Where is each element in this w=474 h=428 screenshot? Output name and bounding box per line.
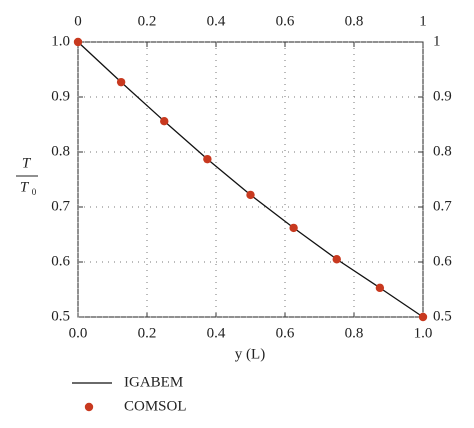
y2-tick-label: 0.5: [433, 308, 452, 324]
plot-frame: [77, 41, 424, 318]
series-point: [289, 223, 298, 233]
x2-tick-label: 0.2: [138, 13, 157, 29]
y-tick-label: 0.8: [51, 143, 70, 159]
y-label-subscript: 0: [32, 187, 37, 197]
x2-tick-label: 0.8: [345, 13, 364, 29]
x-tick-label: 0.8: [345, 325, 364, 341]
series-line: [77, 41, 424, 318]
y-tick-label: 0.7: [51, 198, 70, 214]
legend-label: COMSOL: [124, 398, 187, 414]
y-tick-label: 0.6: [51, 253, 70, 269]
series-point: [418, 312, 428, 322]
x-tick-label: 0.4: [207, 325, 226, 341]
legend-marker: [84, 402, 94, 412]
y2-tick-label: 0.9: [433, 88, 452, 104]
series-point: [160, 117, 169, 126]
series-point: [73, 37, 83, 47]
y-tick-label: 0.5: [51, 308, 70, 324]
x-tick-label: 1.0: [414, 325, 433, 341]
series-point: [246, 190, 255, 200]
series-point: [116, 77, 126, 87]
y-tick-label: 0.9: [51, 88, 70, 104]
y-label-numerator: T: [22, 155, 32, 171]
legend-label: IGABEM: [124, 374, 183, 390]
x-axis-label: y (L): [235, 346, 265, 362]
series-point: [203, 154, 212, 164]
x2-tick-label: 0.4: [207, 13, 226, 29]
x2-tick-label: 1: [419, 13, 427, 29]
y2-tick-label: 0.6: [433, 253, 452, 269]
y-tick-label: 1.0: [51, 33, 70, 49]
x-tick-label: 0.6: [276, 325, 295, 341]
y2-tick-label: 1: [433, 33, 441, 49]
x2-tick-label: 0: [74, 13, 82, 29]
x-tick-label: 0.2: [138, 325, 157, 341]
x2-tick-label: 0.6: [276, 13, 295, 29]
series-point: [375, 283, 385, 293]
y-label-denominator: T: [20, 179, 30, 195]
series-point: [332, 255, 341, 264]
y2-tick-label: 0.8: [433, 143, 452, 159]
x-tick-label: 0.0: [69, 325, 88, 341]
y2-tick-label: 0.7: [433, 198, 452, 214]
